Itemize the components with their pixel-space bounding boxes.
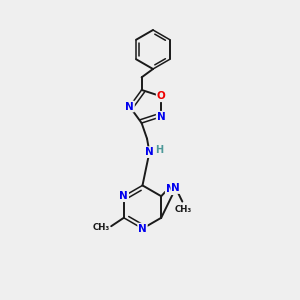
Text: N: N — [138, 224, 147, 234]
Text: H: H — [155, 145, 163, 155]
Text: N: N — [145, 147, 154, 157]
Text: N: N — [157, 112, 166, 122]
Text: O: O — [157, 91, 166, 101]
Text: N: N — [166, 184, 175, 194]
Text: N: N — [125, 101, 134, 112]
Text: CH₃: CH₃ — [174, 205, 192, 214]
Text: CH₃: CH₃ — [92, 223, 110, 232]
Text: N: N — [119, 191, 128, 201]
Text: N: N — [171, 183, 180, 193]
